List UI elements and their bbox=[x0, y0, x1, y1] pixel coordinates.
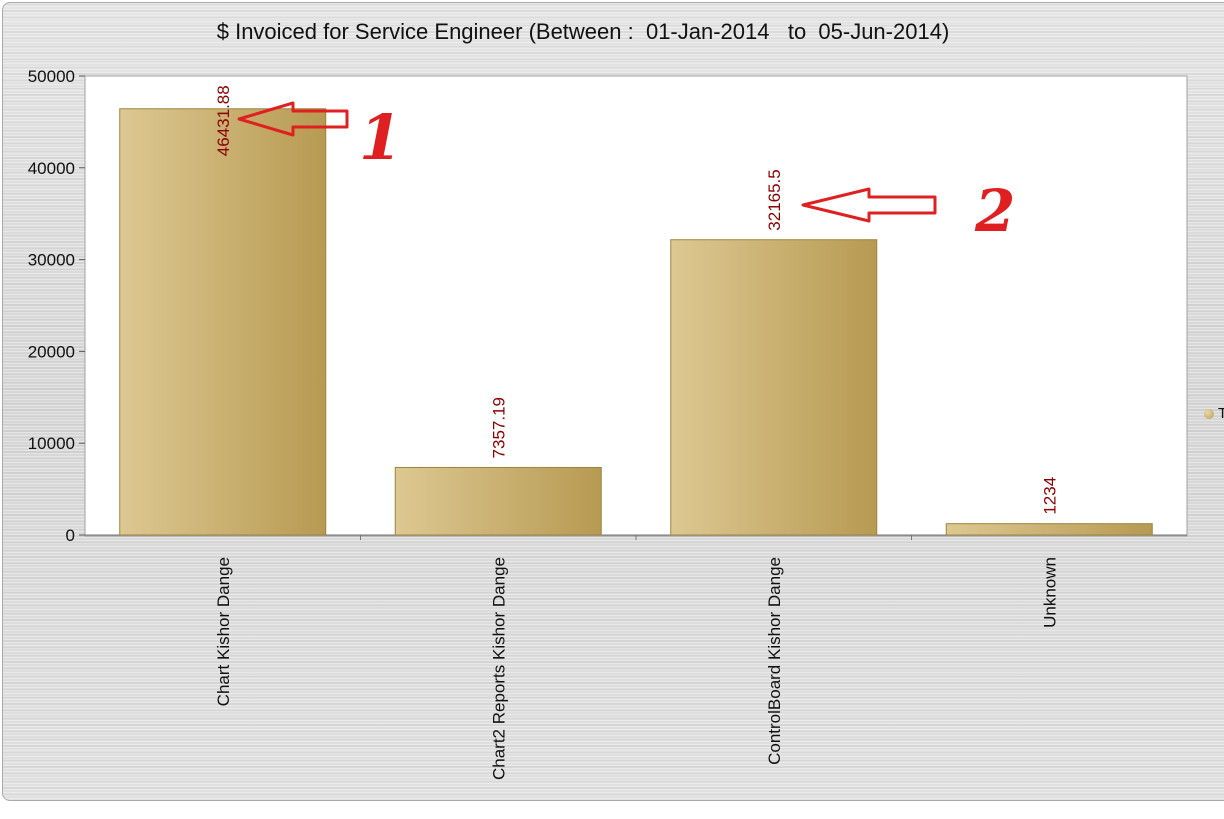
hand-drawn-annotations: 12 bbox=[237, 101, 1015, 245]
bar bbox=[119, 108, 327, 536]
legend-label: T bbox=[1218, 405, 1224, 422]
y-tick-label: 50000 bbox=[28, 67, 75, 86]
y-tick-label: 0 bbox=[66, 526, 75, 545]
x-tick-label: ControlBoard Kishor Dange bbox=[765, 557, 784, 765]
legend: T bbox=[1204, 405, 1224, 422]
annotation-1: 1 bbox=[359, 101, 402, 174]
y-tick-label: 40000 bbox=[28, 159, 75, 178]
bar-chart: 0 10000 20000 30000 40000 50000 46431.88 Chart… bbox=[28, 67, 1188, 780]
value-label: 7357.19 bbox=[489, 397, 508, 458]
x-tick-label: Chart Kishor Dange bbox=[214, 557, 233, 706]
bar bbox=[670, 239, 878, 536]
value-label: 32165.5 bbox=[765, 169, 784, 230]
arrow-1 bbox=[237, 101, 349, 137]
bar bbox=[945, 523, 1153, 536]
value-label: 1234 bbox=[1040, 477, 1059, 515]
value-label: 46431.88 bbox=[214, 85, 233, 156]
chart-title: $ Invoiced for Service Engineer (Between… bbox=[216, 19, 950, 44]
x-tick-label: Chart2 Reports Kishor Dange bbox=[489, 557, 508, 780]
annotation-2: 2 bbox=[974, 177, 1015, 245]
y-tick-label: 20000 bbox=[28, 342, 75, 361]
y-tick-label: 10000 bbox=[28, 434, 75, 453]
arrow-2 bbox=[801, 187, 937, 223]
chart-panel: $ Invoiced for Service Engineer (Between… bbox=[2, 2, 1224, 801]
legend-marker bbox=[1204, 408, 1214, 419]
bar bbox=[394, 466, 602, 536]
x-tick-label: Unknown bbox=[1040, 557, 1059, 628]
y-tick-label: 30000 bbox=[28, 251, 75, 270]
